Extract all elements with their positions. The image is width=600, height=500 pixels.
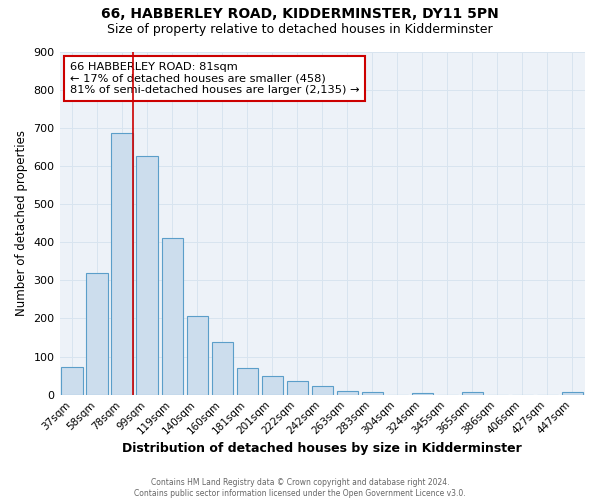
Bar <box>112 134 133 394</box>
X-axis label: Distribution of detached houses by size in Kidderminster: Distribution of detached houses by size … <box>122 442 522 455</box>
Bar <box>362 392 383 394</box>
Bar <box>337 390 358 394</box>
Bar <box>187 316 208 394</box>
Bar <box>212 342 233 394</box>
Text: 66 HABBERLEY ROAD: 81sqm
← 17% of detached houses are smaller (458)
81% of semi-: 66 HABBERLEY ROAD: 81sqm ← 17% of detach… <box>70 62 359 95</box>
Bar <box>462 392 483 394</box>
Bar <box>236 368 258 394</box>
Text: Size of property relative to detached houses in Kidderminster: Size of property relative to detached ho… <box>107 22 493 36</box>
Bar <box>61 368 83 394</box>
Text: 66, HABBERLEY ROAD, KIDDERMINSTER, DY11 5PN: 66, HABBERLEY ROAD, KIDDERMINSTER, DY11 … <box>101 8 499 22</box>
Bar <box>562 392 583 394</box>
Text: Contains HM Land Registry data © Crown copyright and database right 2024.
Contai: Contains HM Land Registry data © Crown c… <box>134 478 466 498</box>
Bar <box>412 393 433 394</box>
Bar <box>311 386 333 394</box>
Bar <box>161 238 183 394</box>
Bar <box>262 376 283 394</box>
Bar <box>86 272 108 394</box>
Y-axis label: Number of detached properties: Number of detached properties <box>15 130 28 316</box>
Bar <box>136 156 158 394</box>
Bar <box>287 382 308 394</box>
